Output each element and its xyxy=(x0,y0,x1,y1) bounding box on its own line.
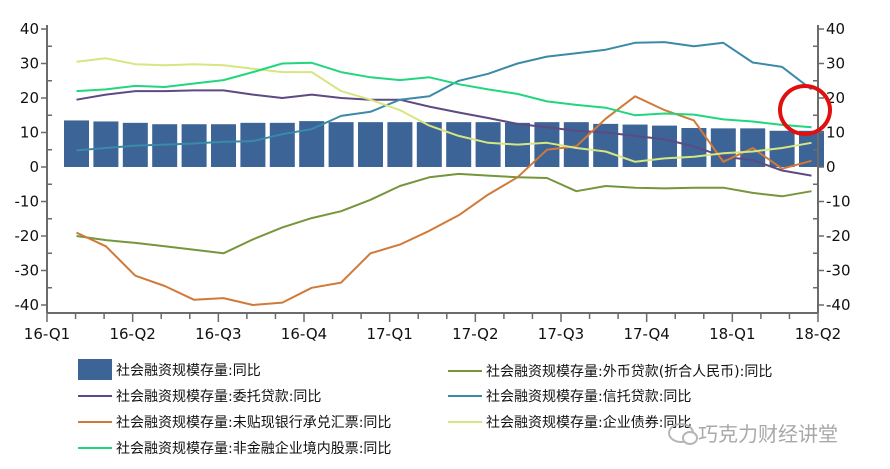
y-tick-label: 10 xyxy=(20,124,39,142)
bar xyxy=(64,120,89,167)
y2-tick-label: 10 xyxy=(826,124,845,142)
highlight-circle-annotation xyxy=(778,84,832,136)
series-line xyxy=(76,57,812,163)
y2-tick-label: -10 xyxy=(826,193,851,211)
y-tick-label: -10 xyxy=(15,193,40,211)
y-tick-label: -20 xyxy=(15,227,40,245)
bar xyxy=(93,121,119,167)
bar xyxy=(681,128,707,167)
y-tick-label: 0 xyxy=(29,158,39,176)
y2-tick-label: -40 xyxy=(826,296,851,314)
axes-layer: 403020100-10-20-30-40403020100-10-20-30-… xyxy=(15,20,851,343)
bar xyxy=(269,122,295,167)
x-tick-label: 18-Q2 xyxy=(795,325,841,343)
x-tick-label: 17-Q4 xyxy=(623,325,669,343)
bar xyxy=(446,122,472,167)
series-line xyxy=(76,41,813,152)
bar xyxy=(299,121,325,167)
y-tick-label: -30 xyxy=(15,262,40,280)
y2-tick-label: -20 xyxy=(826,227,851,245)
y-tick-label: 30 xyxy=(20,55,39,73)
wechat-icon xyxy=(668,422,698,445)
x-tick-label: 16-Q1 xyxy=(24,325,70,343)
watermark: 巧克力财经讲堂 xyxy=(668,418,838,447)
lines-layer xyxy=(76,41,813,306)
x-tick-label: 17-Q3 xyxy=(538,325,584,343)
x-tick-label: 16-Q4 xyxy=(281,325,327,343)
series-line xyxy=(76,89,812,177)
bar xyxy=(328,122,354,167)
x-tick-label: 17-Q2 xyxy=(452,325,498,343)
series-line xyxy=(76,95,812,306)
bar xyxy=(358,122,383,167)
y2-tick-label: 40 xyxy=(826,20,845,38)
x-tick-label: 18-Q1 xyxy=(709,325,755,343)
x-tick-label: 16-Q2 xyxy=(109,325,155,343)
series-line xyxy=(76,61,812,129)
y-tick-label: 40 xyxy=(20,20,39,38)
y2-tick-label: -30 xyxy=(826,262,851,280)
bars-layer xyxy=(64,120,824,167)
x-tick-label: 16-Q3 xyxy=(195,325,241,343)
bar xyxy=(416,122,442,167)
bar xyxy=(181,124,207,167)
bar xyxy=(593,123,619,167)
x-tick-label: 17-Q1 xyxy=(366,325,412,343)
bar xyxy=(387,122,413,167)
bar xyxy=(652,125,677,167)
y2-tick-label: 0 xyxy=(826,158,836,176)
y-tick-label: 20 xyxy=(20,89,39,107)
bar xyxy=(475,122,501,167)
bar xyxy=(211,124,236,167)
y2-tick-label: 30 xyxy=(826,55,845,73)
series-line xyxy=(76,172,812,255)
bar xyxy=(240,122,266,167)
watermark-text: 巧克力财经讲堂 xyxy=(698,422,838,446)
y-tick-label: -40 xyxy=(15,296,40,314)
